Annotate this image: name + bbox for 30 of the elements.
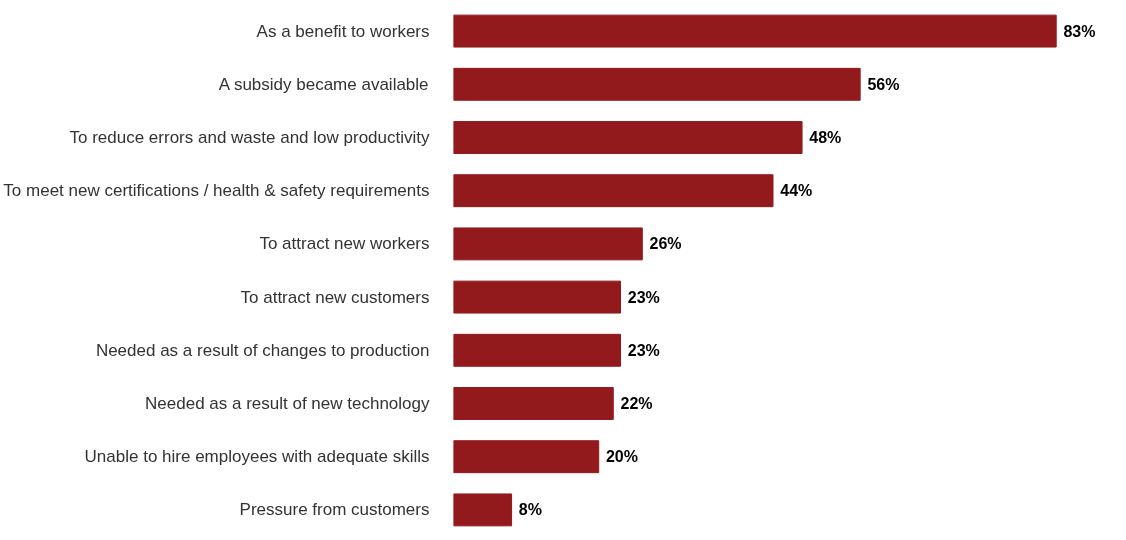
y-tick-label: To attract new workers [259, 234, 430, 254]
data-label: 26% [649, 235, 682, 253]
y-tick-label: Unable to hire employees with adequate skills [84, 447, 430, 467]
data-label: 83% [1063, 22, 1096, 40]
data-label: 22% [620, 395, 653, 412]
bar [453, 440, 600, 474]
bar [453, 333, 622, 367]
data-label: 56% [867, 75, 900, 93]
bar [453, 67, 861, 101]
data-label: 8% [518, 501, 542, 519]
y-tick-label: As a benefit to workers [256, 21, 430, 41]
y-tick-label: To attract new customers [240, 287, 430, 307]
y-tick-label: Needed as a result of changes to production [95, 340, 430, 360]
y-tick-label: Pressure from customers [239, 500, 430, 520]
bar [453, 493, 513, 527]
bar [453, 227, 643, 261]
data-label: 44% [780, 182, 813, 200]
y-tick-label: To reduce errors and waste and low productivity [69, 128, 430, 147]
bar [453, 280, 622, 314]
y-tick-label: To meet new certifications / health & safety requirements [3, 181, 430, 201]
data-label: 48% [809, 129, 842, 146]
data-label: 23% [627, 341, 660, 359]
y-tick-label: Needed as a result of new technology [145, 394, 430, 413]
bar [453, 174, 774, 208]
bar [453, 387, 614, 420]
data-label: 23% [627, 288, 660, 306]
bar [453, 14, 1057, 48]
y-tick-label: A subsidy became available [218, 74, 429, 94]
data-label: 20% [605, 448, 638, 466]
bar [453, 121, 803, 154]
